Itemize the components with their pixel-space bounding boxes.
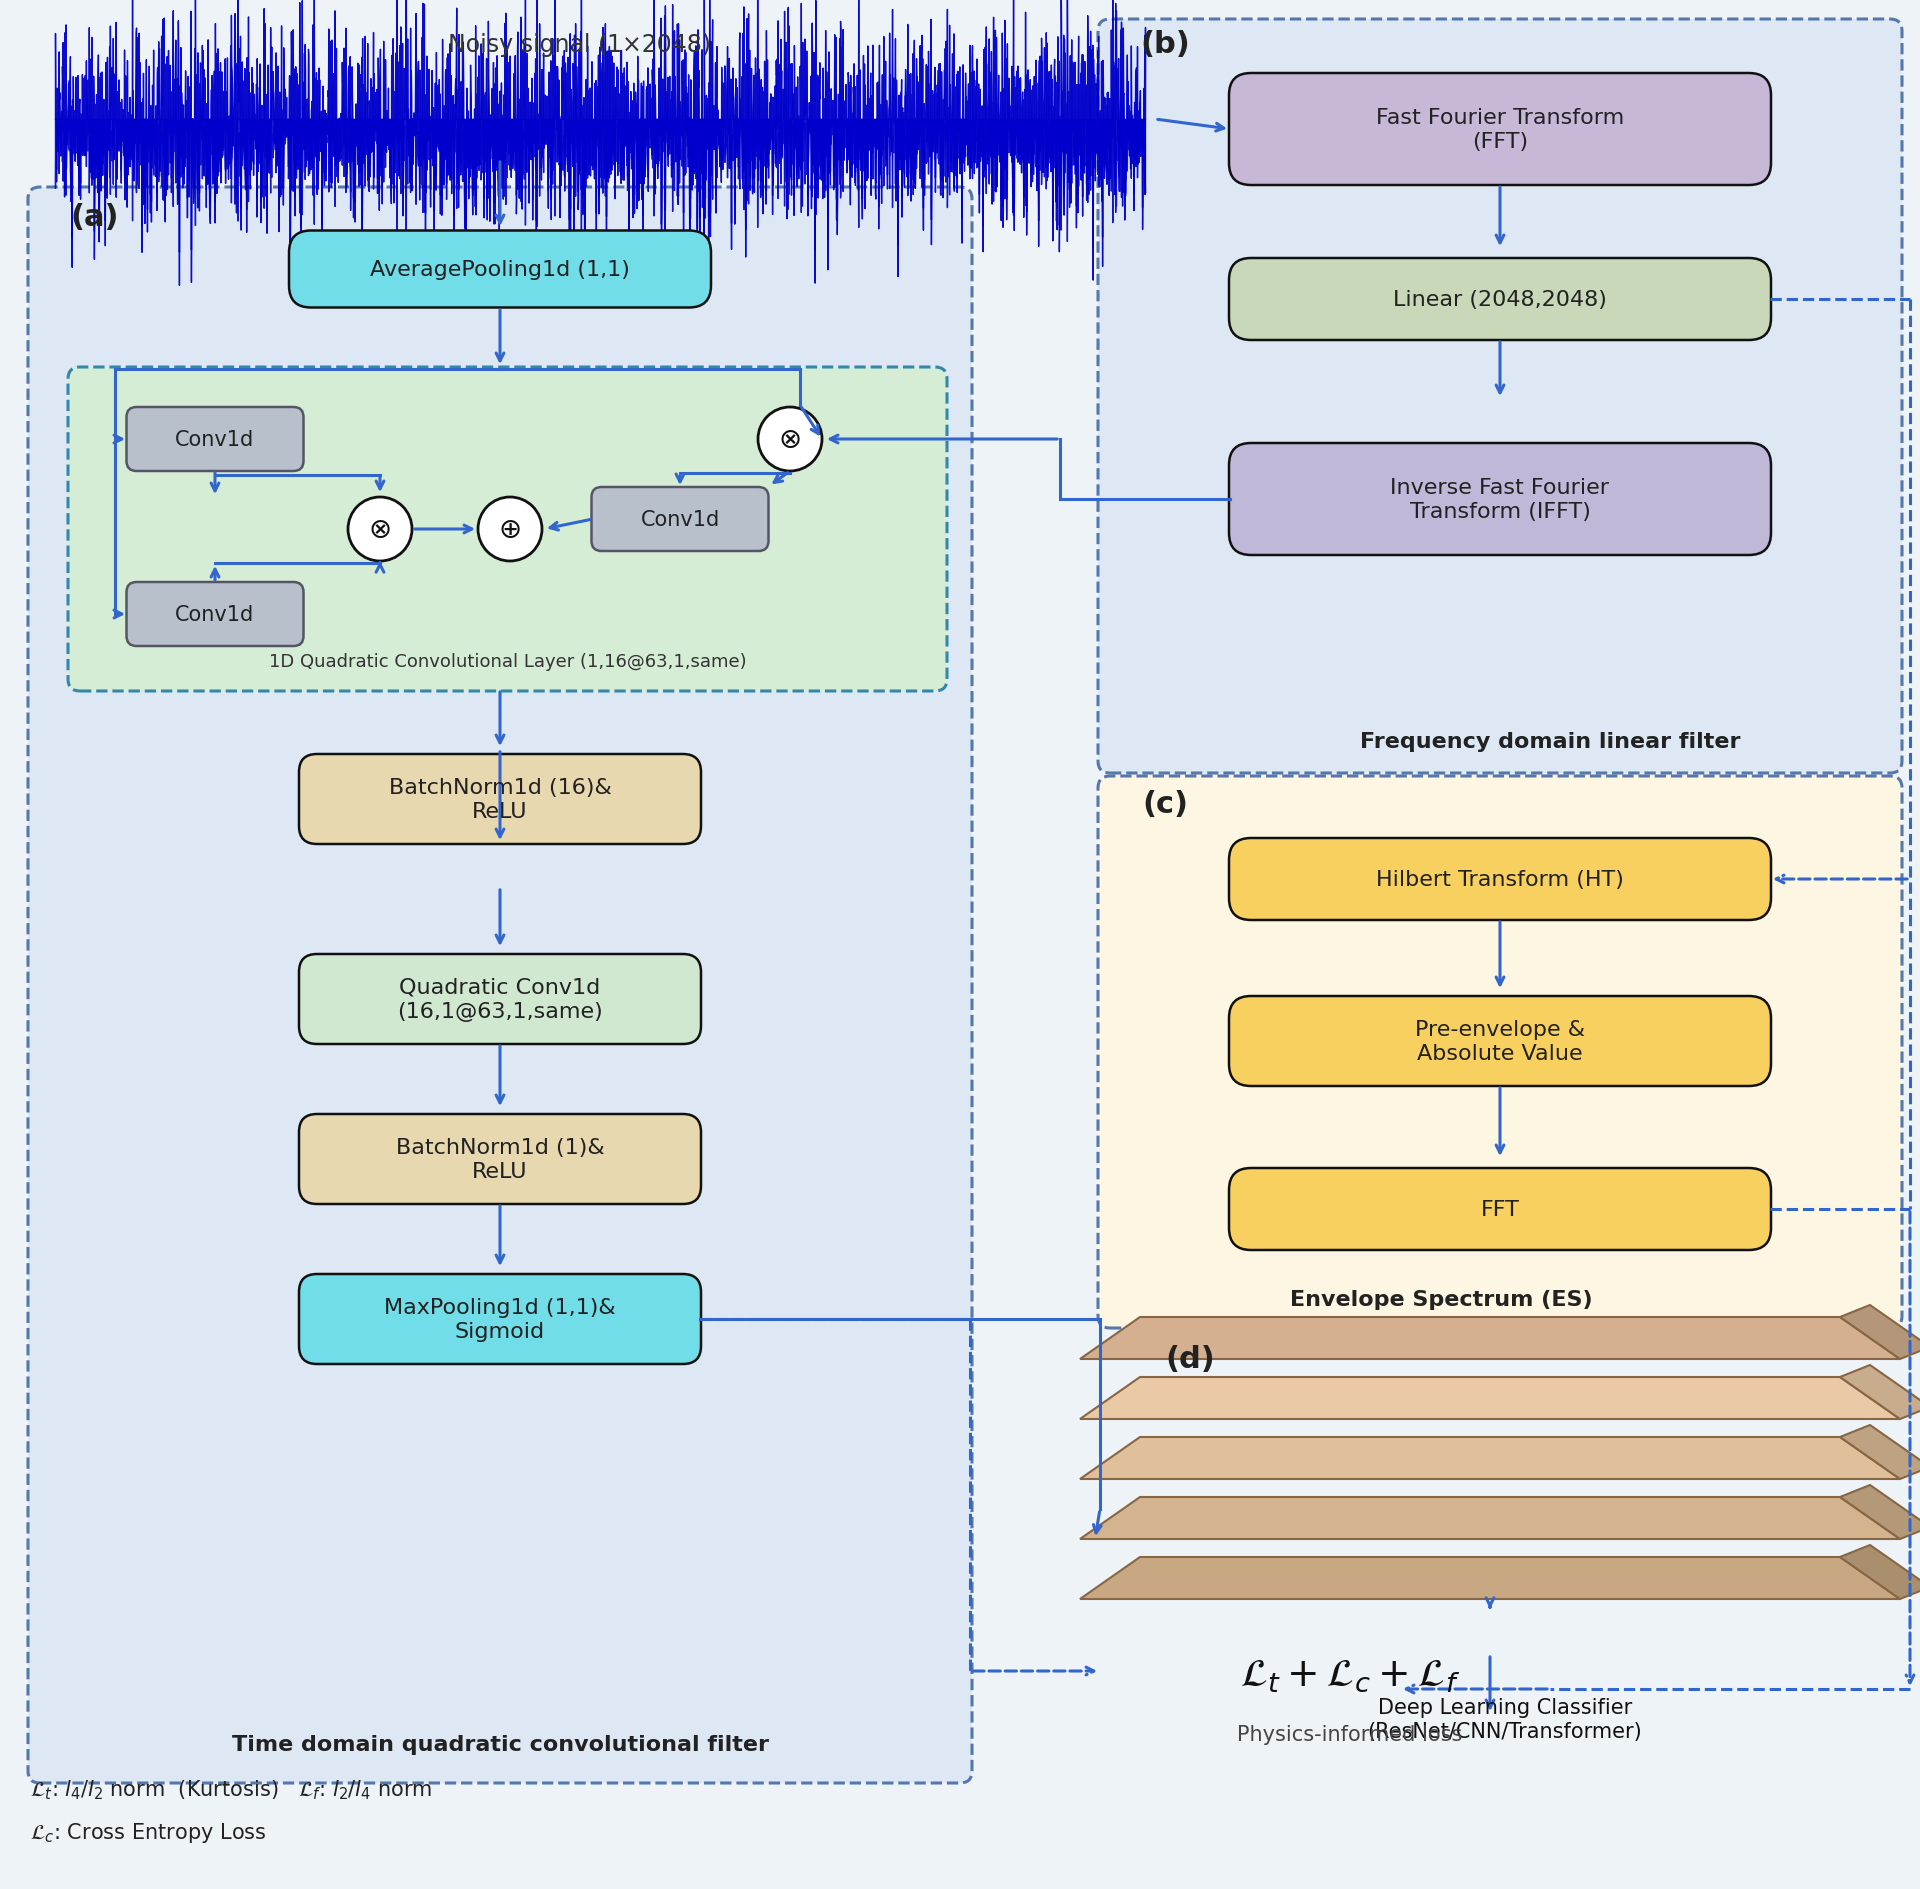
FancyBboxPatch shape: [300, 754, 701, 844]
Text: Conv1d: Conv1d: [175, 604, 255, 625]
Text: MaxPooling1d (1,1)&
Sigmoid: MaxPooling1d (1,1)& Sigmoid: [384, 1298, 616, 1341]
Text: (b): (b): [1140, 30, 1190, 59]
Circle shape: [348, 497, 413, 561]
FancyBboxPatch shape: [300, 1115, 701, 1205]
Text: FFT: FFT: [1480, 1200, 1519, 1220]
FancyBboxPatch shape: [1229, 74, 1770, 185]
Text: Conv1d: Conv1d: [641, 510, 720, 529]
FancyBboxPatch shape: [1229, 259, 1770, 340]
Polygon shape: [1079, 1498, 1901, 1540]
Text: BatchNorm1d (16)&
ReLU: BatchNorm1d (16)& ReLU: [388, 776, 611, 822]
FancyBboxPatch shape: [591, 487, 768, 552]
Text: $\mathcal{L}_c$: Cross Entropy Loss: $\mathcal{L}_c$: Cross Entropy Loss: [31, 1819, 267, 1844]
Text: Physics-informed loss: Physics-informed loss: [1236, 1725, 1463, 1744]
Text: Frequency domain linear filter: Frequency domain linear filter: [1359, 731, 1741, 752]
Circle shape: [758, 408, 822, 472]
FancyBboxPatch shape: [300, 1275, 701, 1364]
Text: 1D Quadratic Convolutional Layer (1,16@63,1,same): 1D Quadratic Convolutional Layer (1,16@6…: [269, 654, 747, 671]
Text: Pre-envelope &
Absolute Value: Pre-envelope & Absolute Value: [1415, 1018, 1586, 1064]
Text: (c): (c): [1142, 790, 1188, 820]
FancyBboxPatch shape: [1098, 776, 1903, 1328]
Text: AveragePooling1d (1,1): AveragePooling1d (1,1): [371, 261, 630, 280]
Polygon shape: [1839, 1366, 1920, 1419]
Text: ⊗: ⊗: [778, 425, 803, 453]
Text: $\mathcal{L}_t$: $l_4/l_2$ norm  (Kurtosis)   $\mathcal{L}_f$: $l_2/l_4$ norm: $\mathcal{L}_t$: $l_4/l_2$ norm (Kurtosi…: [31, 1778, 432, 1800]
Text: (a): (a): [71, 204, 119, 232]
Polygon shape: [1079, 1377, 1901, 1419]
FancyBboxPatch shape: [1098, 21, 1903, 774]
Text: Hilbert Transform (HT): Hilbert Transform (HT): [1377, 869, 1624, 890]
Circle shape: [478, 497, 541, 561]
Text: Envelope Spectrum (ES): Envelope Spectrum (ES): [1290, 1290, 1592, 1309]
FancyBboxPatch shape: [1229, 1169, 1770, 1251]
Polygon shape: [1839, 1305, 1920, 1360]
Text: BatchNorm1d (1)&
ReLU: BatchNorm1d (1)& ReLU: [396, 1137, 605, 1183]
Polygon shape: [1839, 1485, 1920, 1540]
Text: Time domain quadratic convolutional filter: Time domain quadratic convolutional filt…: [232, 1734, 768, 1755]
FancyBboxPatch shape: [290, 230, 710, 308]
Text: Fast Fourier Transform
(FFT): Fast Fourier Transform (FFT): [1377, 108, 1624, 153]
Polygon shape: [1839, 1424, 1920, 1479]
Text: Noisy signal (1×2048): Noisy signal (1×2048): [449, 32, 712, 57]
FancyBboxPatch shape: [29, 187, 972, 1783]
Text: ⊗: ⊗: [369, 516, 392, 544]
Text: Linear (2048,2048): Linear (2048,2048): [1394, 289, 1607, 310]
Text: (d): (d): [1165, 1345, 1215, 1373]
Text: ⊕: ⊕: [499, 516, 522, 544]
Text: $\mathcal{L}_t + \mathcal{L}_c + \mathcal{L}_f$: $\mathcal{L}_t + \mathcal{L}_c + \mathca…: [1240, 1655, 1459, 1693]
FancyBboxPatch shape: [1229, 444, 1770, 555]
Text: Deep Learning Classifier
(ResNet/CNN/Transformer): Deep Learning Classifier (ResNet/CNN/Tra…: [1367, 1696, 1642, 1742]
Polygon shape: [1079, 1317, 1901, 1360]
Text: Inverse Fast Fourier
Transform (IFFT): Inverse Fast Fourier Transform (IFFT): [1390, 478, 1609, 521]
FancyBboxPatch shape: [127, 582, 303, 646]
FancyBboxPatch shape: [127, 408, 303, 472]
Polygon shape: [1839, 1545, 1920, 1600]
FancyBboxPatch shape: [1229, 997, 1770, 1086]
Polygon shape: [1079, 1557, 1901, 1600]
FancyBboxPatch shape: [67, 368, 947, 691]
Polygon shape: [1079, 1438, 1901, 1479]
FancyBboxPatch shape: [300, 954, 701, 1045]
FancyBboxPatch shape: [1229, 839, 1770, 920]
Text: Quadratic Conv1d
(16,1@63,1,same): Quadratic Conv1d (16,1@63,1,same): [397, 977, 603, 1022]
Text: Conv1d: Conv1d: [175, 431, 255, 450]
